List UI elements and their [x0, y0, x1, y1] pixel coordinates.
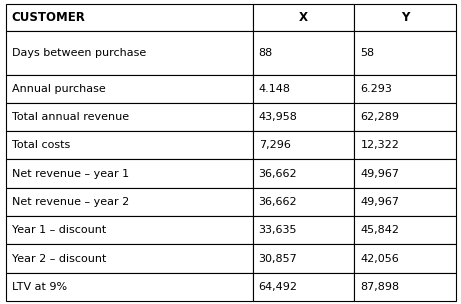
Bar [253, 216, 355, 244]
Bar [355, 216, 456, 244]
Text: Net revenue – year 2: Net revenue – year 2 [12, 197, 129, 207]
Bar [6, 188, 253, 216]
Bar [253, 160, 355, 188]
Bar [6, 74, 253, 103]
Text: Annual purchase: Annual purchase [12, 84, 105, 94]
Text: 30,857: 30,857 [259, 254, 297, 264]
Bar [253, 244, 355, 273]
Text: 45,842: 45,842 [361, 225, 400, 235]
Text: 64,492: 64,492 [259, 282, 298, 292]
Text: Y: Y [401, 11, 410, 24]
Bar [253, 273, 355, 301]
Text: 6.293: 6.293 [361, 84, 392, 94]
Text: Year 1 – discount: Year 1 – discount [12, 225, 106, 235]
Text: LTV at 9%: LTV at 9% [12, 282, 67, 292]
Text: Days between purchase: Days between purchase [12, 48, 146, 58]
Text: 33,635: 33,635 [259, 225, 297, 235]
Bar [6, 273, 253, 301]
Text: 58: 58 [361, 48, 375, 58]
Bar [6, 160, 253, 188]
Bar [6, 131, 253, 160]
Text: Year 2 – discount: Year 2 – discount [12, 254, 106, 264]
Text: 87,898: 87,898 [361, 282, 400, 292]
Text: X: X [299, 11, 308, 24]
Bar [355, 131, 456, 160]
Bar [6, 4, 253, 31]
Text: 7,296: 7,296 [259, 140, 290, 150]
Bar [355, 244, 456, 273]
Bar [355, 160, 456, 188]
Bar [6, 244, 253, 273]
Text: Total costs: Total costs [12, 140, 70, 150]
Text: 88: 88 [259, 48, 273, 58]
Bar [253, 131, 355, 160]
Bar [355, 4, 456, 31]
Bar [355, 273, 456, 301]
Bar [6, 31, 253, 74]
Text: Net revenue – year 1: Net revenue – year 1 [12, 169, 129, 179]
Text: 12,322: 12,322 [361, 140, 399, 150]
Bar [253, 4, 355, 31]
Bar [355, 188, 456, 216]
Text: 42,056: 42,056 [361, 254, 399, 264]
Text: 36,662: 36,662 [259, 169, 297, 179]
Text: 49,967: 49,967 [361, 197, 400, 207]
Text: 62,289: 62,289 [361, 112, 400, 122]
Bar [355, 74, 456, 103]
Text: 36,662: 36,662 [259, 197, 297, 207]
Bar [355, 31, 456, 74]
Text: 49,967: 49,967 [361, 169, 400, 179]
Text: 4.148: 4.148 [259, 84, 290, 94]
Text: CUSTOMER: CUSTOMER [12, 11, 85, 24]
Text: 43,958: 43,958 [259, 112, 297, 122]
Bar [6, 103, 253, 131]
Text: Total annual revenue: Total annual revenue [12, 112, 129, 122]
Bar [355, 103, 456, 131]
Bar [253, 188, 355, 216]
Bar [253, 103, 355, 131]
Bar [253, 74, 355, 103]
Bar [253, 31, 355, 74]
Bar [6, 216, 253, 244]
